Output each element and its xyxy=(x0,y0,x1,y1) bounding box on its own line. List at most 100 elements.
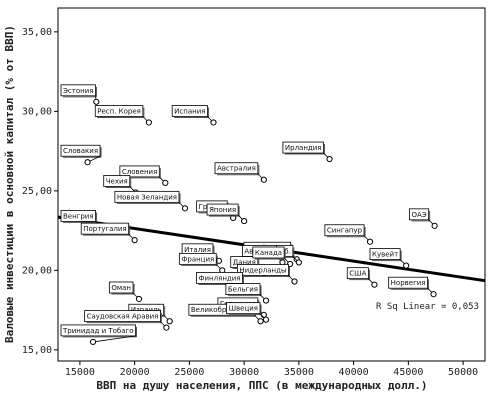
x-tick-label: 20000 xyxy=(120,367,150,378)
point-group: Респ. Корея xyxy=(94,105,152,126)
point-label-box xyxy=(114,190,180,203)
data-point xyxy=(131,237,138,244)
point-group: Нидерланды xyxy=(236,264,298,285)
data-point xyxy=(210,119,217,126)
y-tick-label: 35,00 xyxy=(22,27,52,38)
point-group: Саудовская Аравия xyxy=(84,310,170,331)
point-label-box xyxy=(103,175,131,187)
point-label: Новая Зеландия xyxy=(117,193,177,201)
point-label: Венгрия xyxy=(63,212,94,220)
x-tick-label: 15000 xyxy=(65,367,95,378)
point-label-box xyxy=(324,224,365,237)
point-label: ОАЭ xyxy=(411,211,426,219)
point-label: Япония xyxy=(209,206,236,214)
y-axis-title: Валовые инвестиции в основной капитал (%… xyxy=(3,25,16,343)
point-label-box xyxy=(369,248,401,260)
point-label-box xyxy=(60,144,101,157)
point-label: Португалия xyxy=(83,225,126,233)
point-label-box xyxy=(80,222,130,235)
data-point xyxy=(431,222,438,229)
point-label: Дания xyxy=(233,259,256,267)
point-group: Швеция xyxy=(226,302,270,323)
point-label: Швеция xyxy=(229,305,258,313)
data-point xyxy=(84,159,91,166)
point-label: Словакия xyxy=(63,147,98,155)
point-label-box xyxy=(84,310,161,323)
data-points: Эстония Респ. Корея Испания Словакия Ирланди… xyxy=(60,84,438,346)
point-label-box xyxy=(346,267,369,280)
point-label: Словения xyxy=(122,168,157,176)
point-label: Кувейт xyxy=(372,251,398,259)
point-label-box xyxy=(196,272,243,284)
point-group: Кувейт xyxy=(369,248,410,269)
x-tick-label: 40000 xyxy=(339,367,369,378)
point-group: Сингапур xyxy=(324,224,374,245)
point-group: Словакия xyxy=(60,144,102,166)
point-group: Оман xyxy=(108,281,143,303)
point-group: ОАЭ xyxy=(409,208,438,229)
x-axis-title: ВВП на душу населения, ППС (в международ… xyxy=(96,379,427,392)
point-label: Канада xyxy=(255,249,282,257)
data-point xyxy=(403,262,410,269)
point-group: Словения xyxy=(119,165,169,187)
point-label: Бельгия xyxy=(228,286,258,294)
point-label: Великобритания xyxy=(191,306,253,314)
data-point xyxy=(162,179,169,187)
point-leader xyxy=(92,335,136,343)
data-point xyxy=(262,297,270,304)
fit-label: R Sq Linear = 0,053 xyxy=(376,302,479,312)
point-label-box xyxy=(388,276,428,289)
data-point xyxy=(181,205,189,212)
point-label: Респ. Корея xyxy=(97,107,141,115)
point-label-box xyxy=(226,302,261,315)
point-group: Эстония xyxy=(60,84,100,105)
point-label: Франция xyxy=(181,255,214,263)
point-group: США xyxy=(346,267,378,288)
data-point xyxy=(257,318,264,325)
y-tick-label: 20,00 xyxy=(22,265,52,276)
point-label-box xyxy=(252,246,285,259)
point-group: Норвегия xyxy=(388,276,437,298)
y-tick-label: 15,00 xyxy=(22,345,52,356)
point-label-box xyxy=(282,141,324,154)
data-point xyxy=(291,278,298,285)
data-point xyxy=(430,291,437,298)
point-group: Австралия xyxy=(214,162,267,183)
point-label-box xyxy=(236,264,289,276)
y-tick-label: 25,00 xyxy=(22,186,52,197)
point-group: Ирландия xyxy=(282,141,333,163)
point-group: Португалия xyxy=(80,222,138,244)
point-label: Оман xyxy=(111,284,131,292)
point-label-box xyxy=(214,162,259,175)
x-tick-label: 30000 xyxy=(229,367,259,378)
y-axis: 15,00 20,00 25,00 30,00 35,00 xyxy=(22,27,58,356)
x-tick-label: 50000 xyxy=(448,367,478,378)
point-label: Италия xyxy=(184,246,211,254)
point-group: Канада xyxy=(252,246,294,268)
x-tick-label: 45000 xyxy=(393,367,423,378)
point-label-box xyxy=(108,281,134,294)
point-label-box xyxy=(60,210,96,222)
point-group: Испания xyxy=(171,105,217,126)
point-label-box xyxy=(409,208,430,221)
point-label-box xyxy=(119,165,160,178)
point-label-box xyxy=(178,252,217,265)
data-point xyxy=(371,281,378,288)
point-label: Чехия xyxy=(106,177,128,185)
data-point xyxy=(89,338,97,346)
point-label: Ирландия xyxy=(285,144,322,152)
point-label: Норвегия xyxy=(391,279,426,287)
y-tick-label: 30,00 xyxy=(22,106,52,117)
point-group: Франция xyxy=(178,252,226,274)
point-label-box xyxy=(225,283,261,295)
point-label: Нидерланды xyxy=(239,266,286,274)
x-tick-label: 35000 xyxy=(284,367,314,378)
point-group: Новая Зеландия xyxy=(114,190,189,212)
data-point xyxy=(366,238,374,245)
point-label-box xyxy=(60,84,96,97)
data-point xyxy=(135,295,143,303)
data-point xyxy=(326,155,333,163)
point-label: Саудовская Аравия xyxy=(87,313,159,321)
data-point xyxy=(295,259,302,266)
